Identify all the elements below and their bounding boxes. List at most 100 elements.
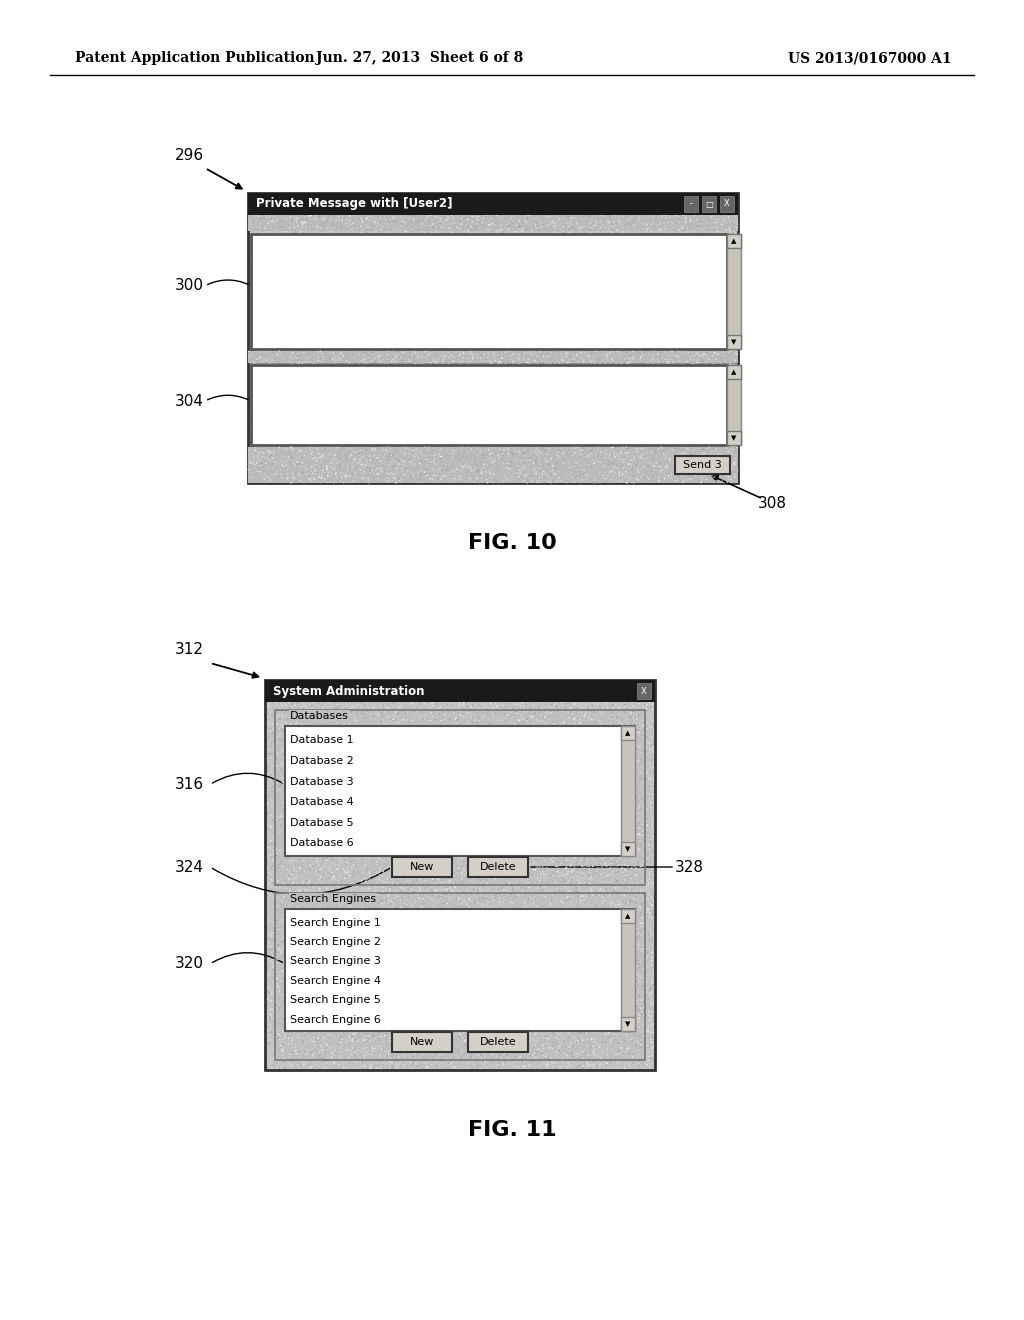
Point (247, 383, 263, 404)
Point (725, 238, 741, 259)
Point (538, 301, 554, 322)
Point (410, 1043, 426, 1064)
Point (428, 317, 444, 338)
Point (473, 205, 489, 226)
Point (301, 293, 317, 314)
Point (293, 845, 309, 866)
Point (620, 715, 636, 737)
Point (592, 920, 608, 941)
Point (523, 873, 540, 894)
Point (487, 710, 504, 731)
Point (585, 1053, 601, 1074)
Point (286, 939, 302, 960)
Point (484, 297, 501, 318)
Point (501, 768, 517, 789)
Point (315, 921, 332, 942)
Point (618, 193, 635, 214)
Point (612, 1015, 629, 1036)
Point (421, 305, 437, 326)
Point (569, 454, 586, 475)
Point (404, 355, 421, 376)
Point (699, 428, 716, 449)
Point (629, 360, 645, 381)
Point (406, 1015, 422, 1036)
Point (630, 463, 646, 484)
Point (590, 830, 606, 851)
Point (545, 941, 561, 962)
Point (307, 321, 324, 342)
Point (430, 799, 446, 820)
Point (497, 956, 513, 977)
Point (251, 442, 267, 463)
Point (554, 713, 570, 734)
Point (509, 701, 525, 722)
Point (492, 418, 508, 440)
Point (507, 689, 523, 710)
Point (587, 766, 603, 787)
Point (432, 701, 449, 722)
Point (434, 981, 451, 1002)
Point (276, 841, 293, 862)
Point (484, 383, 501, 404)
Point (713, 432, 729, 453)
Point (441, 444, 458, 465)
Point (343, 771, 359, 792)
Point (539, 244, 555, 265)
Point (493, 441, 509, 462)
Point (324, 681, 340, 702)
Point (524, 939, 541, 960)
Point (601, 737, 617, 758)
Point (488, 836, 505, 857)
Point (513, 1040, 529, 1061)
Point (286, 698, 302, 719)
Point (578, 825, 594, 846)
Point (588, 701, 604, 722)
Point (327, 821, 343, 842)
Point (677, 288, 693, 309)
Point (442, 810, 459, 832)
Point (634, 1001, 650, 1022)
Point (274, 350, 291, 371)
Point (450, 900, 466, 921)
Point (574, 995, 591, 1016)
Point (442, 372, 459, 393)
Point (615, 845, 632, 866)
Point (529, 845, 546, 866)
Point (409, 714, 425, 735)
Point (473, 973, 489, 994)
Point (568, 780, 585, 801)
Point (551, 809, 567, 830)
Point (546, 993, 562, 1014)
Point (456, 797, 472, 818)
Point (366, 425, 382, 446)
Point (375, 451, 391, 473)
Point (620, 1039, 636, 1060)
Point (309, 350, 326, 371)
Point (425, 768, 441, 789)
Point (507, 240, 523, 261)
Point (426, 228, 442, 249)
Point (555, 795, 571, 816)
Point (564, 1014, 581, 1035)
Point (369, 334, 385, 355)
Point (624, 997, 640, 1018)
Point (611, 869, 628, 890)
Point (455, 1015, 471, 1036)
Point (346, 706, 362, 727)
Point (288, 760, 304, 781)
Point (725, 195, 741, 216)
Point (522, 991, 539, 1012)
Point (306, 945, 323, 966)
Point (431, 816, 447, 837)
Point (579, 185, 595, 206)
Point (430, 329, 446, 350)
Point (438, 341, 455, 362)
Point (618, 701, 635, 722)
Point (473, 775, 489, 796)
Point (535, 1011, 551, 1032)
Point (304, 729, 321, 750)
Point (608, 814, 625, 836)
Point (390, 1032, 407, 1053)
Point (354, 202, 371, 223)
Point (365, 708, 381, 729)
